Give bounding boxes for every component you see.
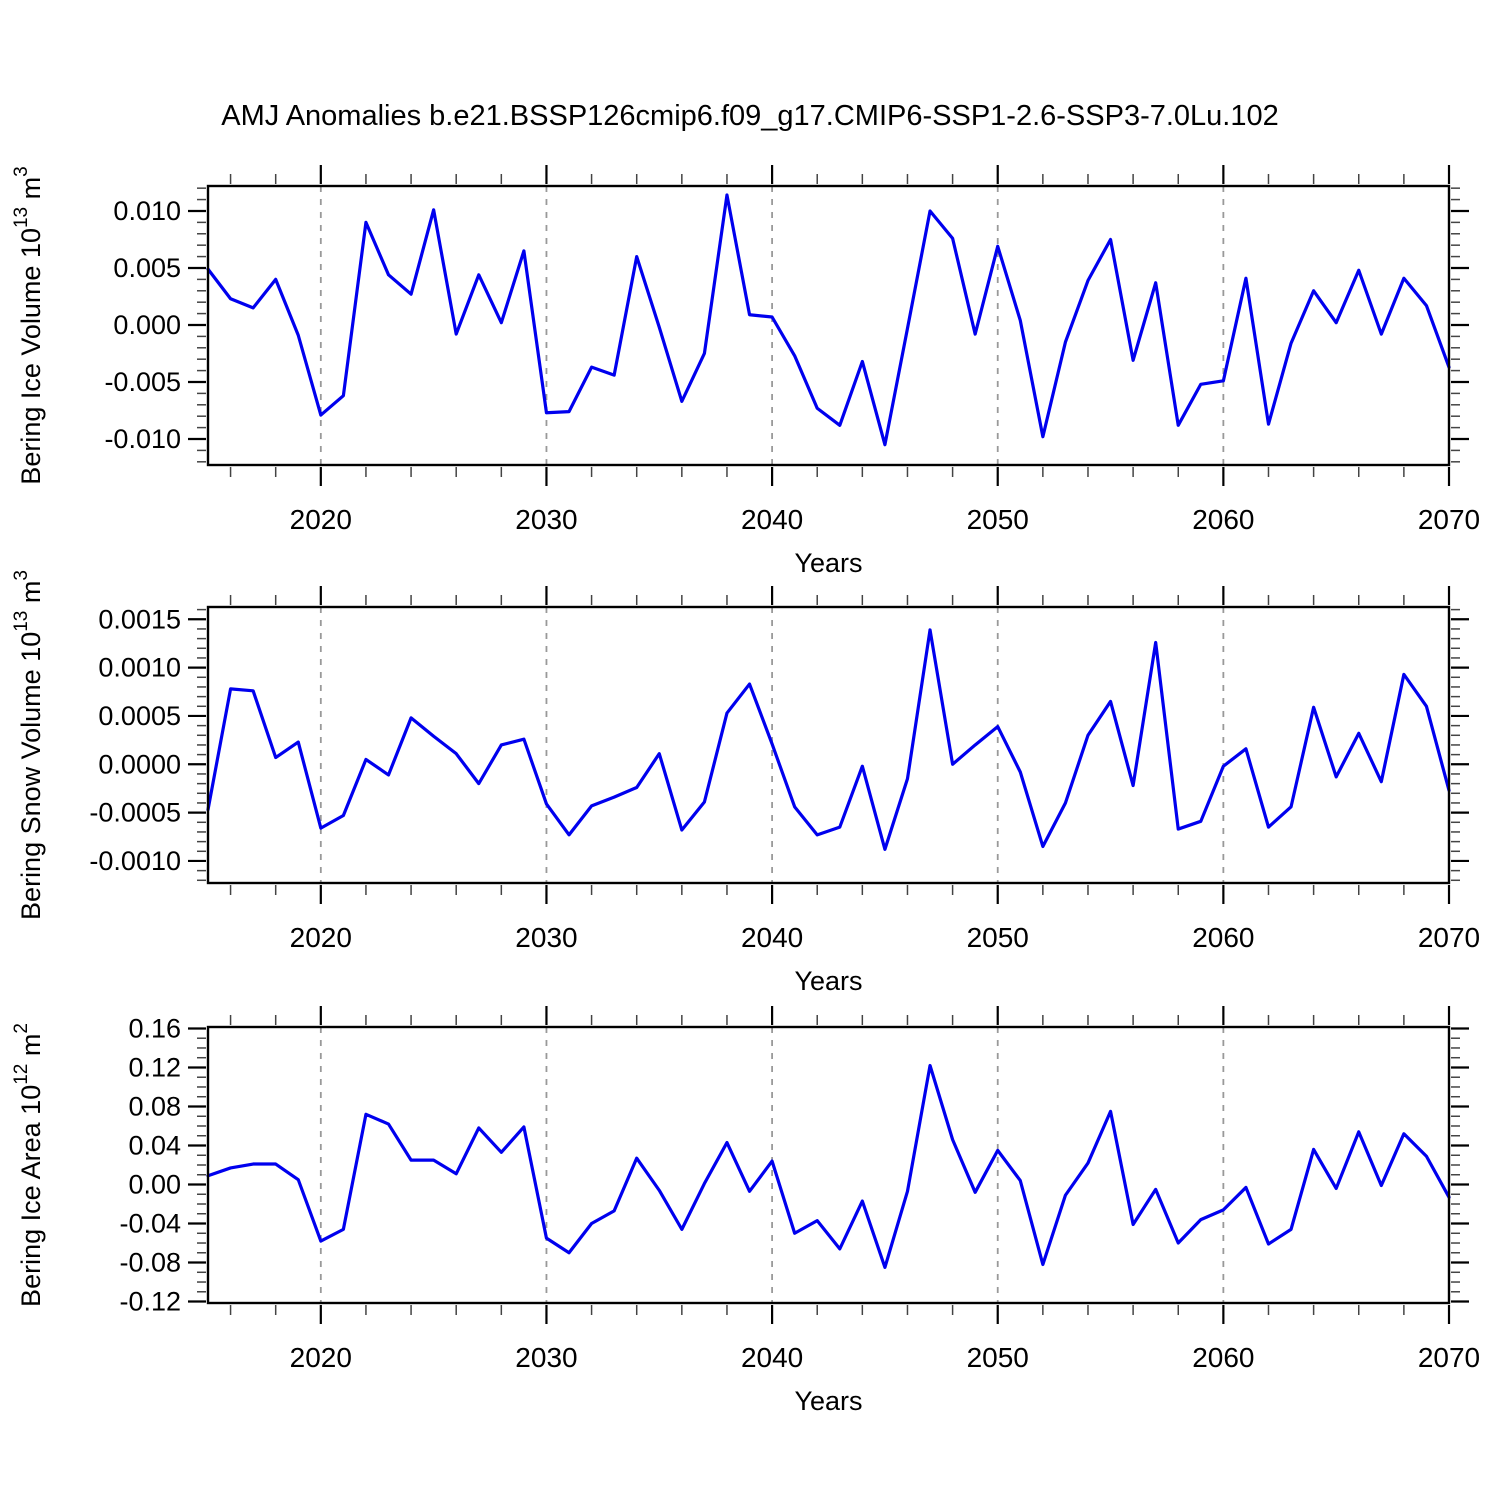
x-tick-label: 2060 <box>1192 504 1254 535</box>
x-tick-label: 2070 <box>1418 922 1480 953</box>
y-tick-label: 0.04 <box>128 1130 181 1160</box>
y-tick-label: -0.010 <box>104 424 181 454</box>
y-tick-label: 0.0010 <box>98 653 181 683</box>
y-tick-label: 0.0015 <box>98 604 181 634</box>
y-tick-label: 0.000 <box>113 310 181 340</box>
y-tick-label: 0.12 <box>128 1052 181 1082</box>
figure-title: AMJ Anomalies b.e21.BSSP126cmip6.f09_g17… <box>221 100 1279 132</box>
y-tick-label: -0.12 <box>119 1287 181 1317</box>
y-axis-title: Bering Snow Volume 1013 m3 <box>11 570 46 920</box>
y-tick-label: 0.00 <box>128 1170 181 1200</box>
y-tick-label: -0.0005 <box>89 798 181 828</box>
plot-border <box>206 605 1451 885</box>
ice-area-line <box>206 1063 1451 1270</box>
ice-area-chart: 0.16 0.12 0.08 0.04 0.00 -0.04 -0.08 -0.12 2020 2… <box>11 1006 1480 1416</box>
x-tick-label: 2040 <box>741 922 803 953</box>
x-axis-title: Years <box>794 966 862 996</box>
y-tick-label: -0.005 <box>104 367 181 397</box>
x-tick-label: 2060 <box>1192 922 1254 953</box>
ice-volume-line <box>206 193 1451 447</box>
x-tick-label: 2020 <box>290 504 352 535</box>
x-axis-title: Years <box>794 1386 862 1416</box>
y-tick-label: -0.0010 <box>89 846 181 876</box>
x-tick-label: 2070 <box>1418 1342 1480 1373</box>
x-tick-label: 2020 <box>290 1342 352 1373</box>
x-tick-label: 2060 <box>1192 1342 1254 1373</box>
y-tick-label: -0.08 <box>119 1248 181 1278</box>
y-tick-label: 0.010 <box>113 196 181 226</box>
snow-volume-line <box>206 628 1451 851</box>
x-tick-label: 2030 <box>515 504 577 535</box>
y-tick-label: -0.04 <box>119 1209 181 1239</box>
x-tick-label: 2050 <box>967 922 1029 953</box>
y-tick-label: 0.005 <box>113 253 181 283</box>
x-tick-label: 2030 <box>515 1342 577 1373</box>
y-tick-label: 0.16 <box>128 1013 181 1043</box>
plot-border <box>206 184 1451 467</box>
x-tick-label: 2070 <box>1418 504 1480 535</box>
x-tick-label: 2020 <box>290 922 352 953</box>
plot-border <box>206 1025 1451 1305</box>
y-axis-title: Bering Ice Area 1012 m2 <box>11 1023 46 1307</box>
x-axis-title: Years <box>794 548 862 578</box>
x-tick-label: 2050 <box>967 1342 1029 1373</box>
y-tick-label: 0.0000 <box>98 749 181 779</box>
y-tick-label: 0.0005 <box>98 701 181 731</box>
y-axis-title: Bering Ice Volume 1013 m3 <box>11 166 46 484</box>
x-tick-label: 2050 <box>967 504 1029 535</box>
x-tick-label: 2040 <box>741 1342 803 1373</box>
x-tick-label: 2030 <box>515 922 577 953</box>
y-tick-label: 0.08 <box>128 1091 181 1121</box>
snow-volume-chart: 0.0015 0.0010 0.0005 0.0000 -0.0005 -0.0010 20… <box>11 570 1480 996</box>
x-tick-label: 2040 <box>741 504 803 535</box>
ice-volume-chart: 0.010 0.005 0.000 -0.005 -0.010 2020 2030 2040 2… <box>11 165 1480 578</box>
